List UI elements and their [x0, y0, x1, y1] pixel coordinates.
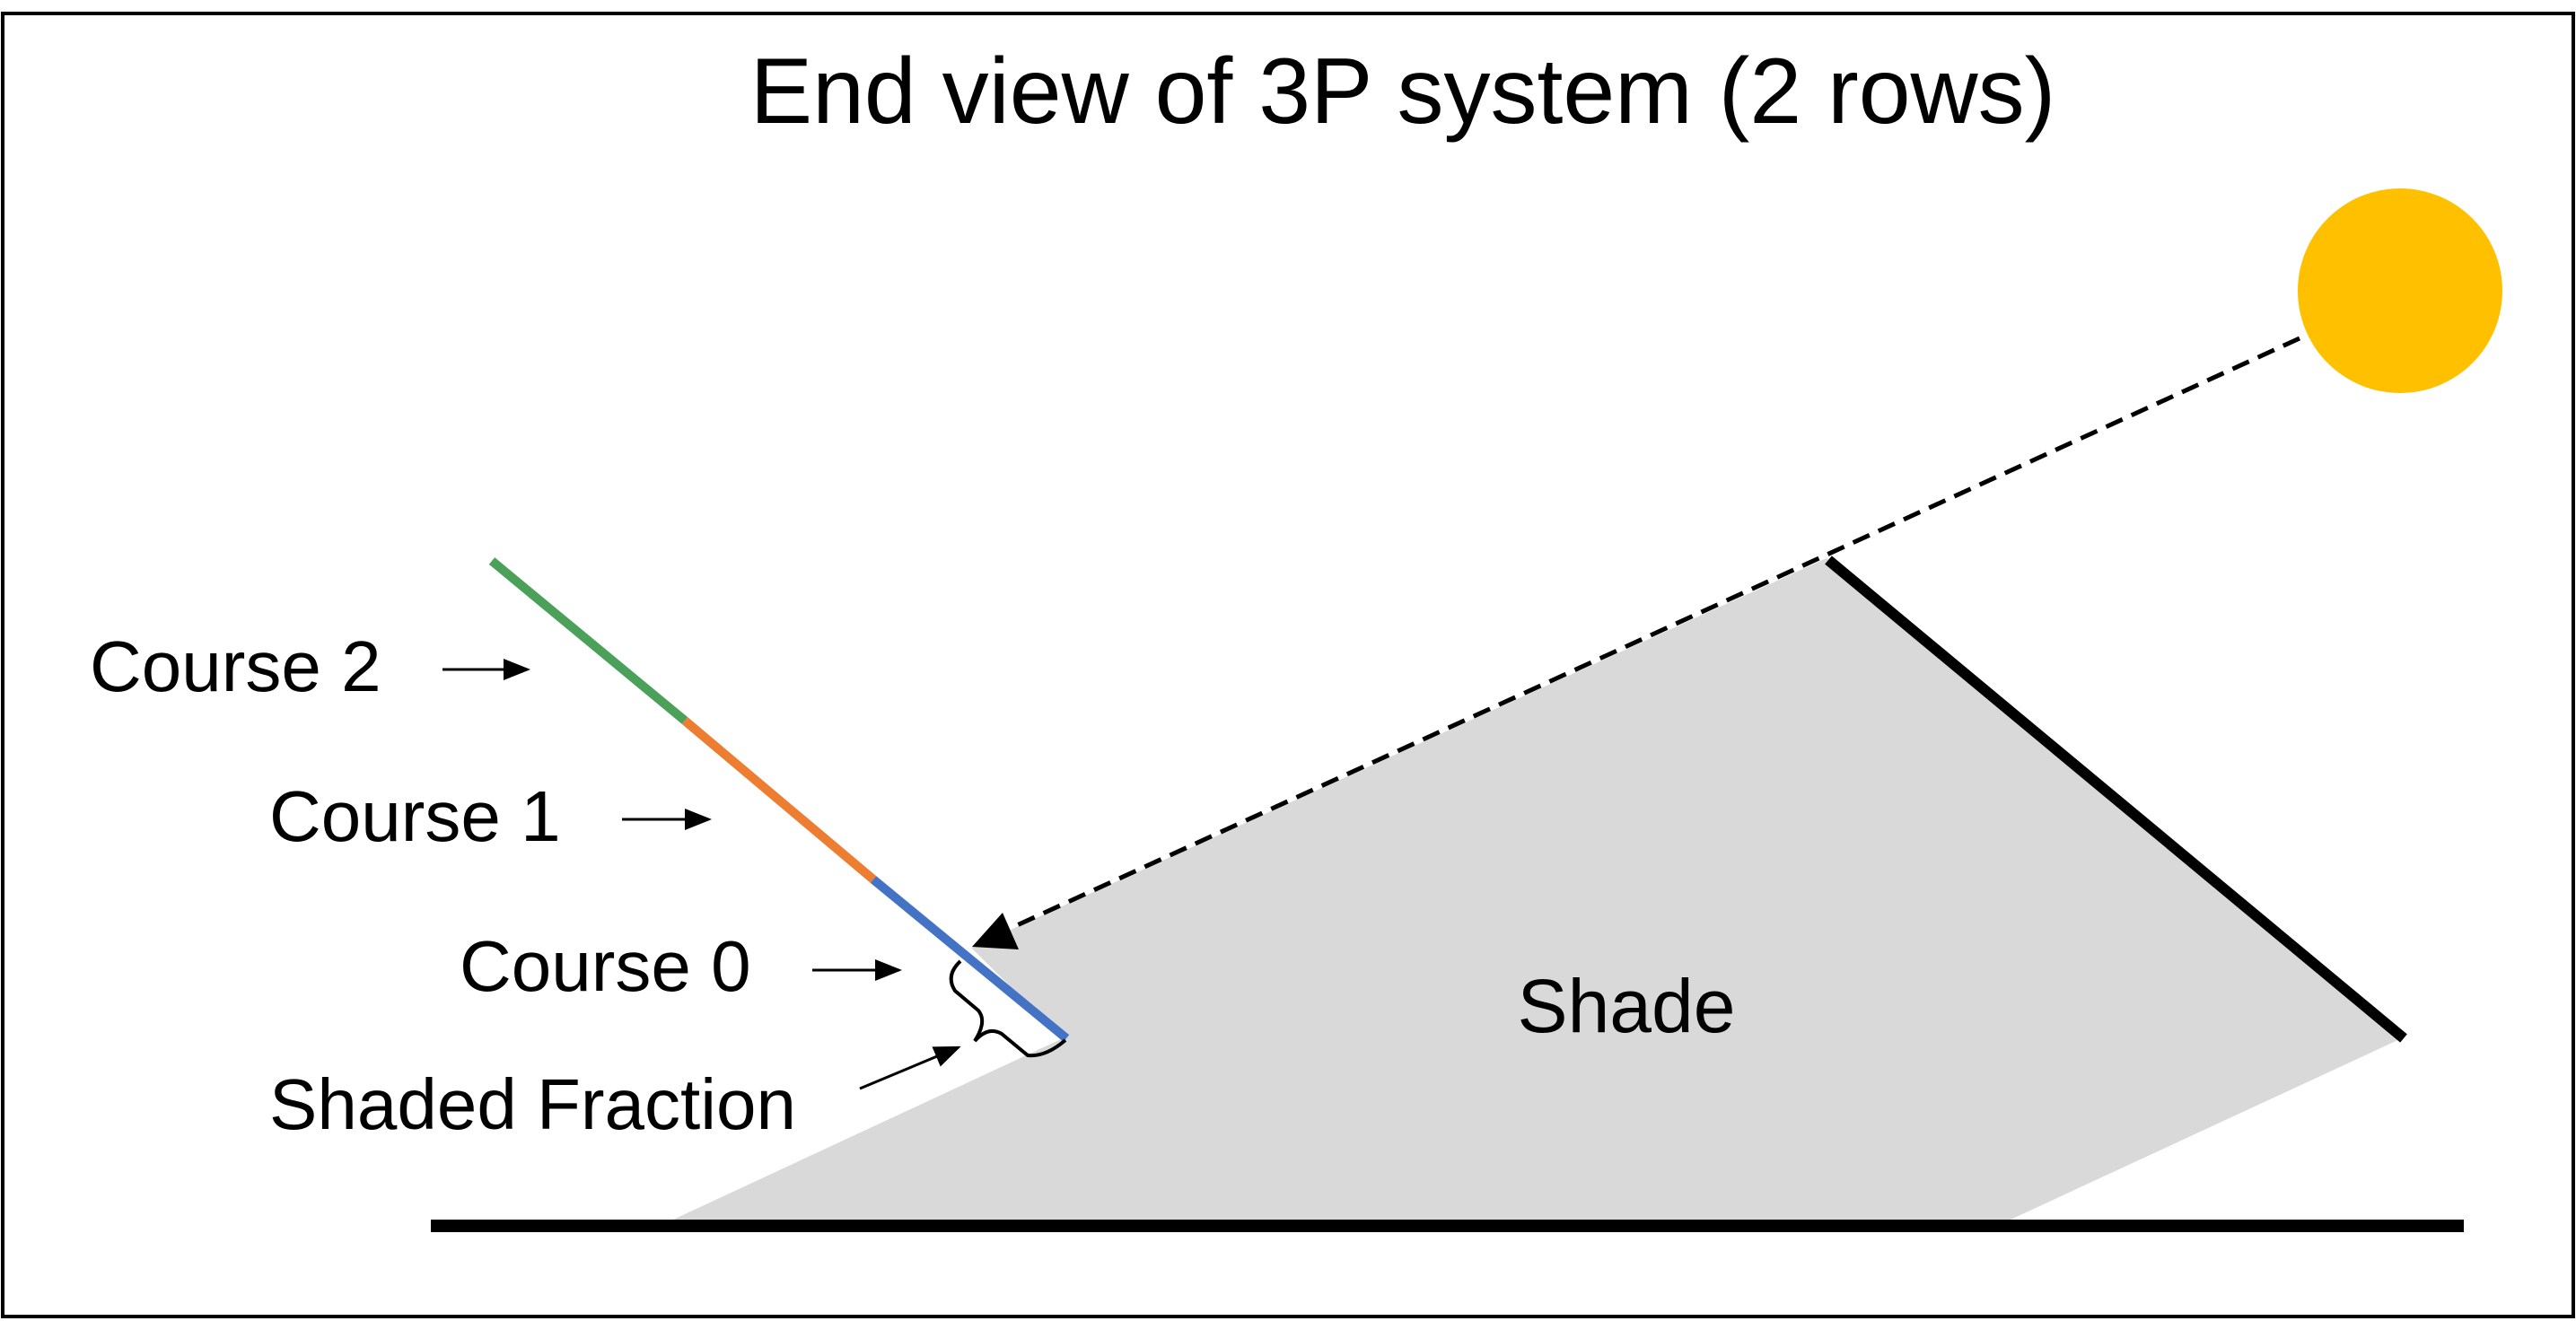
- course-2-segment: [488, 557, 688, 724]
- shade-label: Shade: [1518, 964, 1736, 1048]
- sun-icon: [2298, 188, 2502, 393]
- course-1-segment: [681, 717, 877, 883]
- row-2-panel: [1825, 556, 2407, 1043]
- course-0-segment: [870, 876, 1070, 1042]
- shaded-fraction-label: Shaded Fraction: [269, 1064, 796, 1144]
- sun-ray-arrow: [972, 336, 2301, 949]
- sun-ray-line: [1003, 336, 2301, 933]
- row-1: [488, 557, 1070, 1042]
- shade-region: [673, 558, 2404, 1220]
- course-0-label: Course 0: [460, 926, 751, 1006]
- shaded-fraction-brace-icon: [949, 959, 1067, 1058]
- diagram-border: [1, 12, 2575, 1318]
- course-1-label: Course 1: [269, 776, 561, 856]
- shaded-fraction-pointer-arrow: [859, 1045, 961, 1090]
- course-2-label: Course 2: [90, 626, 381, 706]
- diagram-title: End view of 3P system (2 rows): [750, 39, 2056, 144]
- sun-ray-arrowhead-icon: [972, 913, 1019, 949]
